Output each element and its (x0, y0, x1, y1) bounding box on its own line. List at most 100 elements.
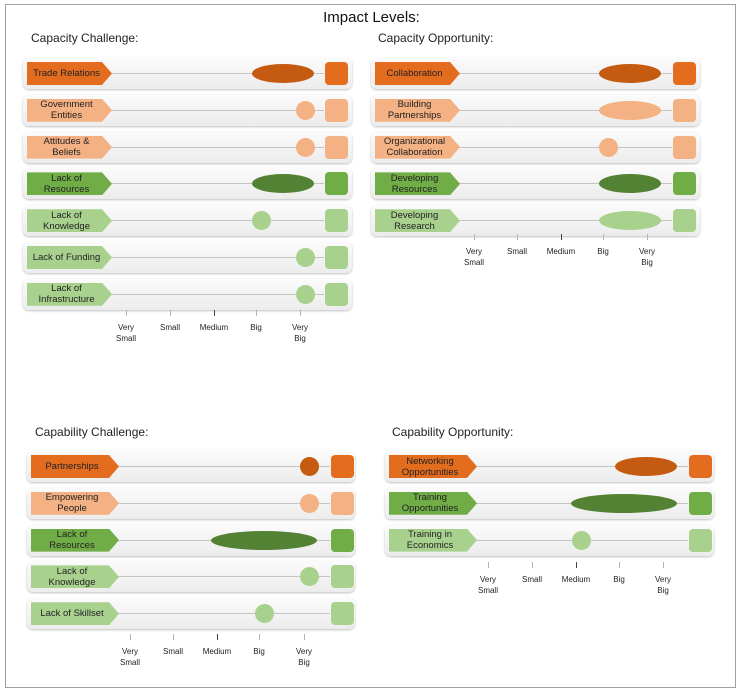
scale-label: Big (597, 247, 609, 256)
scale-label: Very Small (463, 247, 484, 267)
scale-label: Very Small (119, 647, 140, 667)
scale-label: Very Big (295, 647, 312, 667)
end-square (331, 565, 354, 589)
scale-tick (259, 634, 260, 640)
factor-tag: Lack of Knowledge (27, 209, 112, 232)
factor-tag: Building Partnerships (375, 99, 460, 122)
end-square (689, 528, 712, 552)
impact-marker (295, 248, 315, 267)
factor-tag: Lack of Knowledge (31, 565, 119, 588)
scale-tick (173, 634, 174, 640)
factor-tag: Developing Research (375, 209, 460, 232)
impact-marker (599, 64, 661, 83)
row-line (456, 183, 672, 185)
end-square (325, 62, 348, 85)
scale-label: Very Small (115, 323, 136, 343)
end-square (325, 172, 348, 196)
end-square (325, 135, 348, 159)
row-line (108, 73, 324, 74)
scale-label: Very Small (477, 575, 498, 595)
end-square (673, 209, 696, 233)
panel-title-capacity-opportunity: Capacity Opportunity: (378, 31, 494, 45)
end-square (673, 135, 696, 159)
end-square (673, 172, 696, 196)
factor-tag: Empowering People (31, 492, 119, 515)
panel-title-capability-challenge: Capability Challenge: (35, 425, 149, 439)
impact-marker (299, 457, 319, 476)
scale-label: Small (159, 323, 180, 332)
factor-tag: Networking Opportunities (389, 455, 477, 478)
impact-marker (599, 211, 661, 231)
scale-tick (647, 234, 648, 240)
scale-tick (214, 310, 215, 316)
impact-marker (599, 174, 661, 194)
end-square (689, 455, 712, 478)
row-line (108, 146, 324, 148)
impact-marker (295, 284, 315, 304)
diagram-title: Impact Levels: (323, 9, 420, 26)
impact-marker (615, 457, 677, 476)
scale-tick (561, 234, 562, 240)
row-line (115, 613, 330, 615)
scale-tick (474, 234, 475, 240)
row-line (456, 109, 672, 111)
scale-label: Small (506, 247, 527, 256)
scale-label: Medium (199, 323, 229, 332)
factor-tag: Trade Relations (27, 62, 112, 85)
factor-tag: Lack of Funding (27, 246, 112, 269)
impact-marker (295, 100, 315, 120)
impact-marker (251, 211, 271, 231)
scale-tick (663, 562, 664, 568)
row-line (108, 183, 324, 185)
scale-tick (300, 310, 301, 316)
row-line (456, 146, 672, 148)
row-line (115, 502, 330, 504)
row-line (456, 220, 672, 222)
impact-marker (295, 137, 315, 157)
scale-tick (256, 310, 257, 316)
scale-label: Very Big (638, 247, 655, 267)
row-line (108, 109, 324, 111)
impact-marker (252, 64, 314, 83)
scale-tick (170, 310, 171, 316)
scale-tick (126, 310, 127, 316)
impact-marker (299, 493, 319, 513)
impact-marker (299, 567, 319, 587)
impact-marker (571, 493, 677, 513)
panel-title-capability-opportunity: Capability Opportunity: (392, 425, 514, 439)
factor-tag: Lack of Infrastructure (27, 283, 112, 306)
end-square (331, 491, 354, 515)
row-line (115, 466, 330, 467)
end-square (325, 282, 348, 306)
row-line (108, 293, 324, 295)
factor-tag: Government Entities (27, 99, 112, 122)
factor-tag: Lack of Resources (27, 172, 112, 195)
impact-marker (254, 604, 274, 624)
impact-marker (599, 100, 661, 120)
scale-tick (130, 634, 131, 640)
factor-tag: Lack of Skillset (31, 602, 119, 625)
end-square (331, 528, 354, 552)
scale-tick (619, 562, 620, 568)
scale-tick (603, 234, 604, 240)
scale-label: Small (162, 647, 183, 656)
factor-tag: Organizational Collaboration (375, 136, 460, 159)
impact-marker (598, 137, 618, 157)
end-square (325, 209, 348, 233)
scale-label: Medium (561, 575, 591, 584)
end-square (331, 455, 354, 478)
impact-marker (571, 530, 591, 550)
scale-tick (488, 562, 489, 568)
end-square (325, 98, 348, 122)
scale-label: Big (250, 323, 262, 332)
scale-label: Big (253, 647, 265, 656)
impact-marker (252, 174, 314, 194)
scale-tick (576, 562, 577, 568)
factor-tag: Collaboration (375, 62, 460, 85)
scale-tick (532, 562, 533, 568)
scale-label: Small (521, 575, 542, 584)
end-square (331, 602, 354, 626)
factor-tag: Training in Economics (389, 529, 477, 552)
factor-tag: Training Opportunities (389, 492, 477, 515)
diagram-frame: Impact Levels: Capacity Challenge: Trade … (5, 4, 736, 688)
